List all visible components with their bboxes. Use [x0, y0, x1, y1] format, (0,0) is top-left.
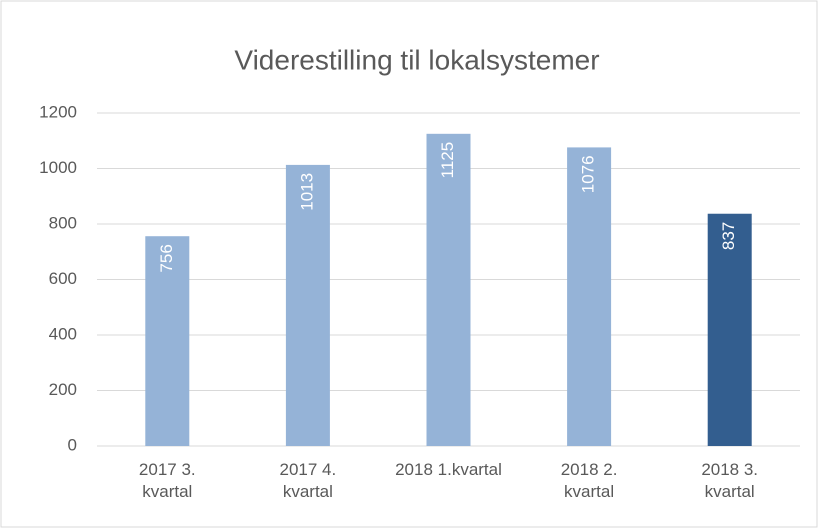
x-tick-label: 2018 1.kvartal	[395, 460, 502, 479]
x-tick-label: 2018 3. kvartal	[701, 460, 759, 501]
y-tick-label: 1200	[39, 102, 77, 121]
bar	[426, 133, 471, 446]
data-label: 1076	[579, 155, 598, 193]
x-tick-label: 2018 2. kvartal	[560, 460, 618, 501]
bar	[707, 213, 752, 446]
y-tick-label: 200	[49, 380, 77, 399]
y-tick-label: 0	[68, 435, 77, 454]
bar	[145, 236, 190, 446]
x-tick-label: 2017 4. kvartal	[279, 460, 337, 501]
data-label: 756	[157, 244, 176, 272]
data-label: 1013	[297, 173, 316, 211]
y-tick-label: 800	[49, 213, 77, 232]
y-tick-label: 600	[49, 269, 77, 288]
chart-title: Viderestilling til lokalsystemer	[234, 44, 599, 75]
x-tick-label: 2017 3. kvartal	[138, 460, 196, 501]
bar	[285, 164, 330, 446]
y-tick-label: 1000	[39, 158, 77, 177]
y-tick-label: 400	[49, 324, 77, 343]
data-label: 837	[719, 222, 738, 250]
data-label: 1125	[438, 142, 457, 179]
bar	[567, 147, 612, 446]
